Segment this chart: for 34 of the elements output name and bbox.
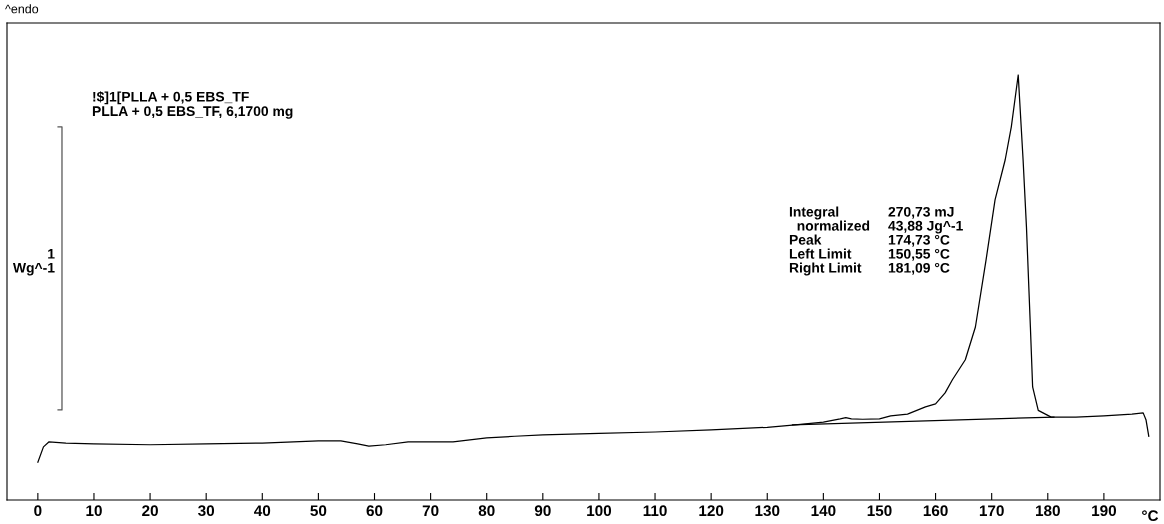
x-tick-label: 10 <box>86 505 102 517</box>
x-tick-label: 60 <box>366 505 383 517</box>
x-tick-label: 80 <box>478 505 495 517</box>
annotation: 174,73 °C <box>888 234 950 247</box>
x-tick-label: 150 <box>867 505 892 517</box>
x-tick-label: 70 <box>422 505 439 517</box>
annotation: Peak <box>789 234 822 245</box>
x-tick-label: 0 <box>34 505 42 517</box>
x-tick-label: 130 <box>755 505 780 517</box>
x-tick-label: 90 <box>534 505 551 517</box>
x-tick-label: 20 <box>142 505 158 517</box>
x-tick-label: 110 <box>643 505 667 517</box>
annotation: 150,55 °C <box>888 248 950 261</box>
x-tick-label: 170 <box>979 505 1004 517</box>
annotation: 181,09 °C <box>888 262 950 275</box>
x-axis-title: °C <box>1142 510 1159 522</box>
x-tick-label: 50 <box>310 505 327 517</box>
x-tick-label: 40 <box>254 505 271 517</box>
y-axis-title: 1 Wg^-1 <box>12 249 55 276</box>
x-tick-label: 30 <box>198 505 215 517</box>
x-tick-label: 100 <box>587 505 612 517</box>
annotation: !$]1[PLLA + 0,5 EBS_TF PLLA + 0,5 EBS_TF, 6,1700 mg <box>92 91 293 119</box>
annotation: Integral <box>789 206 839 220</box>
x-tick-label: 160 <box>923 505 948 517</box>
annotation: 270,73 mJ <box>888 206 954 219</box>
x-tick-label: 180 <box>1036 505 1060 517</box>
x-tick-label: 190 <box>1092 505 1117 517</box>
text: ^endo <box>5 4 39 14</box>
annotation: Right Limit <box>789 262 862 276</box>
annotation: 43,88 Jg^-1 <box>888 220 963 234</box>
annotation: normalized <box>797 220 870 231</box>
x-tick-label: 140 <box>811 505 836 517</box>
x-tick-label: 120 <box>699 505 724 517</box>
annotation: Left Limit <box>789 248 852 259</box>
